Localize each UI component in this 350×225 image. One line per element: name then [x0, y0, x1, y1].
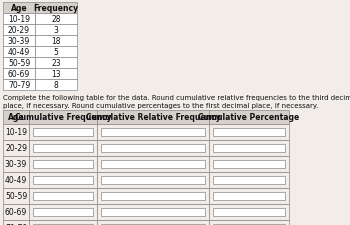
Bar [35, 47, 77, 58]
Bar [35, 3, 77, 14]
Bar [29, 140, 97, 156]
Bar [209, 124, 289, 140]
Bar [29, 124, 97, 140]
Bar [97, 124, 209, 140]
Text: 30-39: 30-39 [5, 160, 27, 169]
Bar [209, 220, 289, 225]
Bar [101, 144, 205, 152]
Text: 40-49: 40-49 [5, 176, 27, 185]
Bar [209, 140, 289, 156]
Bar [97, 156, 209, 172]
Bar [33, 128, 93, 136]
Bar [33, 160, 93, 168]
Text: 28: 28 [51, 15, 61, 24]
Bar [213, 192, 285, 200]
Bar [209, 156, 289, 172]
Bar [97, 140, 209, 156]
Bar [3, 36, 35, 47]
Bar [209, 110, 289, 124]
Bar [101, 224, 205, 225]
Text: 30-39: 30-39 [8, 37, 30, 46]
Bar [3, 110, 29, 124]
Text: 3: 3 [54, 26, 58, 35]
Text: 20-29: 20-29 [8, 26, 30, 35]
Bar [35, 25, 77, 36]
Bar [101, 208, 205, 216]
Bar [33, 144, 93, 152]
Text: 23: 23 [51, 59, 61, 68]
Bar [213, 144, 285, 152]
Bar [213, 128, 285, 136]
Text: 20-29: 20-29 [5, 144, 27, 153]
Bar [213, 160, 285, 168]
Bar [29, 172, 97, 188]
Bar [3, 47, 35, 58]
Bar [35, 69, 77, 80]
Bar [97, 188, 209, 204]
Bar [101, 176, 205, 184]
Bar [3, 204, 29, 220]
Bar [97, 220, 209, 225]
Bar [97, 204, 209, 220]
Bar [29, 204, 97, 220]
Bar [33, 192, 93, 200]
Bar [35, 14, 77, 25]
Text: 50-59: 50-59 [5, 192, 27, 201]
Text: 60-69: 60-69 [8, 70, 30, 79]
Bar [35, 58, 77, 69]
Text: Complete the following table for the data. Round cumulative relative frequencies: Complete the following table for the dat… [3, 94, 350, 109]
Bar [3, 25, 35, 36]
Bar [3, 188, 29, 204]
Bar [29, 220, 97, 225]
Text: 8: 8 [54, 81, 58, 90]
Bar [101, 160, 205, 168]
Bar [209, 188, 289, 204]
Text: 50-59: 50-59 [8, 59, 30, 68]
Bar [29, 110, 97, 124]
Bar [3, 124, 29, 140]
Bar [3, 156, 29, 172]
Bar [29, 188, 97, 204]
Bar [35, 36, 77, 47]
Bar [33, 208, 93, 216]
Text: Age: Age [8, 113, 24, 122]
Bar [101, 128, 205, 136]
Text: 5: 5 [54, 48, 58, 57]
Text: Cumulative Relative Frequency: Cumulative Relative Frequency [86, 113, 220, 122]
Text: 70-79: 70-79 [5, 223, 27, 225]
Bar [3, 58, 35, 69]
Text: Cumulative Frequency: Cumulative Frequency [15, 113, 111, 122]
Bar [213, 208, 285, 216]
Bar [213, 224, 285, 225]
Bar [3, 80, 35, 91]
Bar [29, 156, 97, 172]
Bar [97, 172, 209, 188]
Text: 10-19: 10-19 [5, 128, 27, 137]
Text: 13: 13 [51, 70, 61, 79]
Bar [35, 80, 77, 91]
Text: Cumulative Percentage: Cumulative Percentage [198, 113, 300, 122]
Bar [3, 172, 29, 188]
Bar [3, 14, 35, 25]
Bar [3, 140, 29, 156]
Text: Age: Age [11, 4, 27, 13]
Bar [3, 69, 35, 80]
Bar [33, 176, 93, 184]
Bar [3, 220, 29, 225]
Bar [97, 110, 209, 124]
Bar [209, 172, 289, 188]
Bar [209, 204, 289, 220]
Bar [3, 3, 35, 14]
Text: 18: 18 [51, 37, 61, 46]
Text: 60-69: 60-69 [5, 208, 27, 216]
Bar [213, 176, 285, 184]
Text: 40-49: 40-49 [8, 48, 30, 57]
Text: 10-19: 10-19 [8, 15, 30, 24]
Text: Frequency: Frequency [34, 4, 78, 13]
Text: 70-79: 70-79 [8, 81, 30, 90]
Bar [101, 192, 205, 200]
Bar [33, 224, 93, 225]
